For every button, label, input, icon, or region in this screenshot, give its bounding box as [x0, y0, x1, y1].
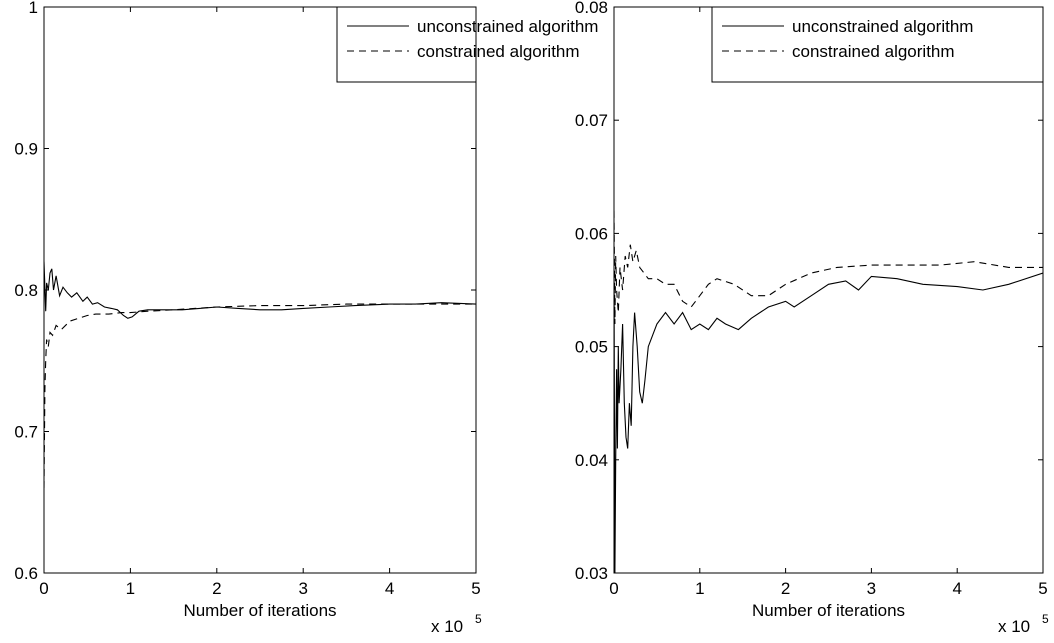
x-tick-label: 0 — [609, 579, 618, 598]
x-axis-label: Number of iterations — [752, 601, 905, 620]
x-tick-label: 3 — [867, 579, 876, 598]
series-line-unconstrained — [44, 261, 476, 319]
y-tick-label: 0.05 — [575, 338, 608, 357]
left-plot: 0 1 2 3 4 5 0.6 0.7 0.8 0.9 1 Number of iterations x… — [14, 0, 598, 636]
x-tick-label: 4 — [385, 579, 394, 598]
x-multiplier-exponent: 5 — [475, 612, 482, 626]
legend-box — [336, 6, 477, 83]
x-tick-label: 0 — [39, 579, 48, 598]
y-tick-label: 0.8 — [14, 281, 38, 300]
x-tick-label: 1 — [126, 579, 135, 598]
legend-box — [711, 6, 1044, 83]
series-line-constrained — [44, 303, 476, 489]
series-line-unconstrained — [614, 267, 1043, 573]
x-multiplier-label: x 10 — [431, 617, 463, 636]
legend-label: unconstrained algorithm — [792, 17, 973, 36]
x-tick-label: 5 — [1038, 579, 1047, 598]
legend-label: unconstrained algorithm — [417, 17, 598, 36]
y-tick-label: 0.03 — [575, 564, 608, 583]
right-plot: 0 1 2 3 4 5 0.03 0.04 0.05 0.06 0.07 0.08 Number of … — [575, 0, 1049, 636]
x-tick-label: 1 — [695, 579, 704, 598]
legend-label: constrained algorithm — [417, 42, 580, 61]
y-tick-label: 0.6 — [14, 564, 38, 583]
y-tick-label: 0.08 — [575, 0, 608, 17]
x-tick-label: 4 — [952, 579, 961, 598]
x-tick-label: 3 — [298, 579, 307, 598]
x-tick-label: 2 — [212, 579, 221, 598]
y-tick-label: 0.7 — [14, 423, 38, 442]
axes-frame — [43, 6, 477, 574]
axes-frame — [613, 6, 1044, 574]
x-multiplier-exponent: 5 — [1042, 612, 1049, 626]
y-tick-label: 0.9 — [14, 140, 38, 159]
y-tick-label: 0.04 — [575, 451, 608, 470]
legend-label: constrained algorithm — [792, 42, 955, 61]
x-axis-label: Number of iterations — [183, 601, 336, 620]
x-multiplier-label: x 10 — [998, 617, 1030, 636]
y-tick-label: 0.07 — [575, 111, 608, 130]
series-line-constrained — [614, 210, 1043, 325]
y-tick-label: 1 — [29, 0, 38, 17]
x-tick-label: 2 — [781, 579, 790, 598]
x-tick-label: 5 — [471, 579, 480, 598]
y-tick-label: 0.06 — [575, 224, 608, 243]
